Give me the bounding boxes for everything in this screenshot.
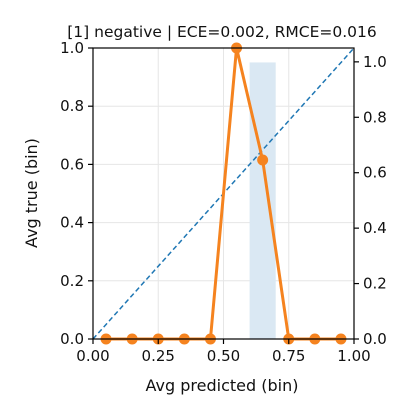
y2-tick-label: 0.0: [363, 330, 387, 348]
x-tick-label: 0.50: [207, 347, 240, 365]
x-tick-label: 0.00: [76, 347, 109, 365]
calibration-point: [257, 154, 269, 166]
y2-tick-label: 1.0: [363, 53, 387, 71]
x-tick-label: 0.25: [142, 347, 175, 365]
x-tick-label: 0.75: [272, 347, 305, 365]
count-bar: [249, 62, 276, 339]
y2-tick-label: 0.2: [363, 275, 387, 293]
chart-title: [1] negative | ECE=0.002, RMCE=0.016: [67, 23, 377, 41]
y2-tick-label: 0.8: [363, 108, 387, 126]
y2-tick-label: 0.4: [363, 219, 387, 237]
y-tick-label: 0.4: [60, 214, 84, 232]
x-axis-label: Avg predicted (bin): [146, 376, 299, 395]
y-tick-label: 0.6: [60, 155, 84, 173]
y-tick-label: 0.0: [60, 330, 84, 348]
y-axis-label: Avg true (bin): [22, 138, 41, 248]
y-tick-label: 0.8: [60, 97, 84, 115]
y-tick-label: 0.2: [60, 272, 84, 290]
y2-tick-label: 0.6: [363, 164, 387, 182]
plot-area: 0.00 0.25 0.50 0.75 1.000.00.20.40.60.81.00.…: [60, 39, 387, 365]
y-tick-label: 1.0: [60, 39, 84, 57]
x-tick-label: 1.00: [337, 347, 370, 365]
